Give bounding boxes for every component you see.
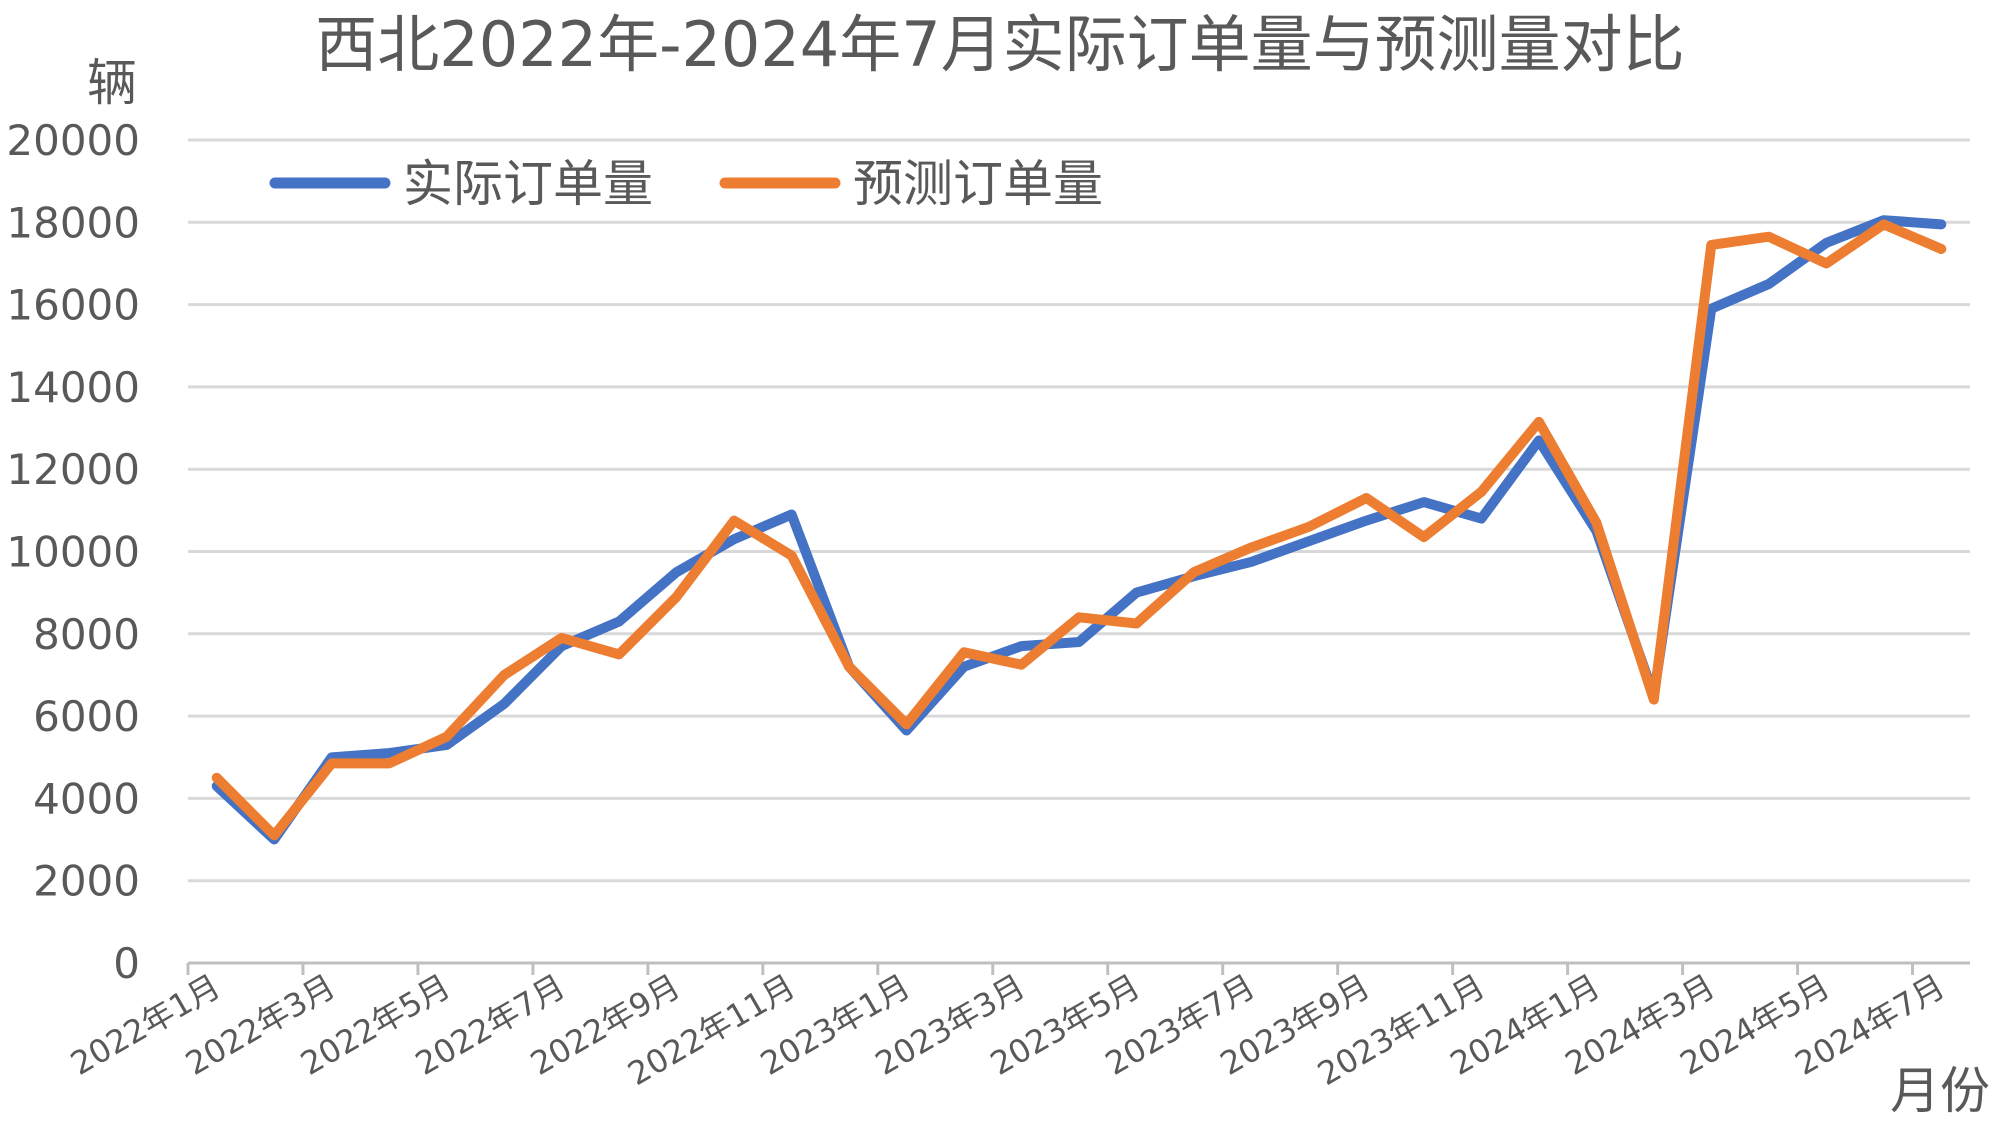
data-point xyxy=(1706,240,1716,250)
y-tick-label: 6000 xyxy=(33,692,140,741)
data-point xyxy=(1591,518,1601,528)
data-point xyxy=(844,662,854,672)
y-tick-label: 10000 xyxy=(6,528,140,577)
data-point xyxy=(787,551,797,561)
y-tick-label: 20000 xyxy=(6,116,140,165)
data-point xyxy=(1879,219,1889,229)
y-axis-unit-label: 辆 xyxy=(87,54,137,112)
data-point xyxy=(442,732,452,742)
y-tick-label: 4000 xyxy=(33,774,140,823)
y-axis-tick-labels: 0 2000 4000 6000 8000 10000 12000 14000 16000 180… xyxy=(6,116,140,988)
data-point xyxy=(614,649,624,659)
y-tick-label: 0 xyxy=(113,939,140,988)
y-tick-label: 18000 xyxy=(6,198,140,247)
data-point xyxy=(1304,536,1314,546)
data-point xyxy=(1247,557,1257,567)
data-point xyxy=(959,647,969,657)
data-point xyxy=(1534,417,1544,427)
data-point xyxy=(1132,588,1142,598)
data-point xyxy=(1936,219,1946,229)
data-point xyxy=(1074,612,1084,622)
data-point xyxy=(787,510,797,520)
series-line-1 xyxy=(211,219,1947,841)
y-tick-label: 14000 xyxy=(6,363,140,412)
data-point xyxy=(1936,244,1946,254)
data-point xyxy=(1361,493,1371,503)
series-line-0 xyxy=(211,215,1947,845)
data-point xyxy=(1764,232,1774,242)
data-point xyxy=(1649,695,1659,705)
y-tick-label: 16000 xyxy=(6,281,140,330)
data-point xyxy=(1764,279,1774,289)
gridlines xyxy=(188,138,1970,883)
legend-label: 实际订单量 xyxy=(403,155,653,213)
x-axis: 2022年1月2022年3月2022年5月2022年7月2022年9月2022年… xyxy=(64,961,1970,1093)
data-point xyxy=(384,758,394,768)
data-point xyxy=(1017,660,1027,670)
legend: 实际订单量 预测订单量 xyxy=(269,155,1103,213)
data-point xyxy=(1821,238,1831,248)
series-lines xyxy=(211,215,1947,845)
data-point xyxy=(499,670,509,680)
data-point xyxy=(1189,567,1199,577)
data-point xyxy=(557,633,567,643)
data-point xyxy=(327,758,337,768)
chart-title: 西北2022年-2024年7月实际订单量与预测量对比 xyxy=(315,8,1684,81)
legend-label: 预测订单量 xyxy=(853,155,1103,213)
data-point xyxy=(672,592,682,602)
data-point xyxy=(1074,637,1084,647)
data-point xyxy=(499,699,509,709)
data-point xyxy=(902,719,912,729)
y-tick-label: 8000 xyxy=(33,610,140,659)
data-point xyxy=(269,830,279,840)
data-point xyxy=(1247,542,1257,552)
y-tick-label: 12000 xyxy=(6,445,140,494)
data-point xyxy=(1821,259,1831,269)
data-point xyxy=(212,773,222,783)
data-point xyxy=(1419,532,1429,542)
y-tick-label: 2000 xyxy=(33,857,140,906)
data-point xyxy=(729,516,739,526)
data-point xyxy=(1132,619,1142,629)
data-point xyxy=(1419,497,1429,507)
data-point xyxy=(614,617,624,627)
data-point xyxy=(1017,641,1027,651)
data-point xyxy=(729,534,739,544)
data-point xyxy=(1476,514,1486,524)
x-axis-unit-label: 月份 xyxy=(1890,1062,1990,1120)
data-point xyxy=(1476,487,1486,497)
data-point xyxy=(1361,516,1371,526)
data-point xyxy=(672,567,682,577)
data-point xyxy=(1304,522,1314,532)
